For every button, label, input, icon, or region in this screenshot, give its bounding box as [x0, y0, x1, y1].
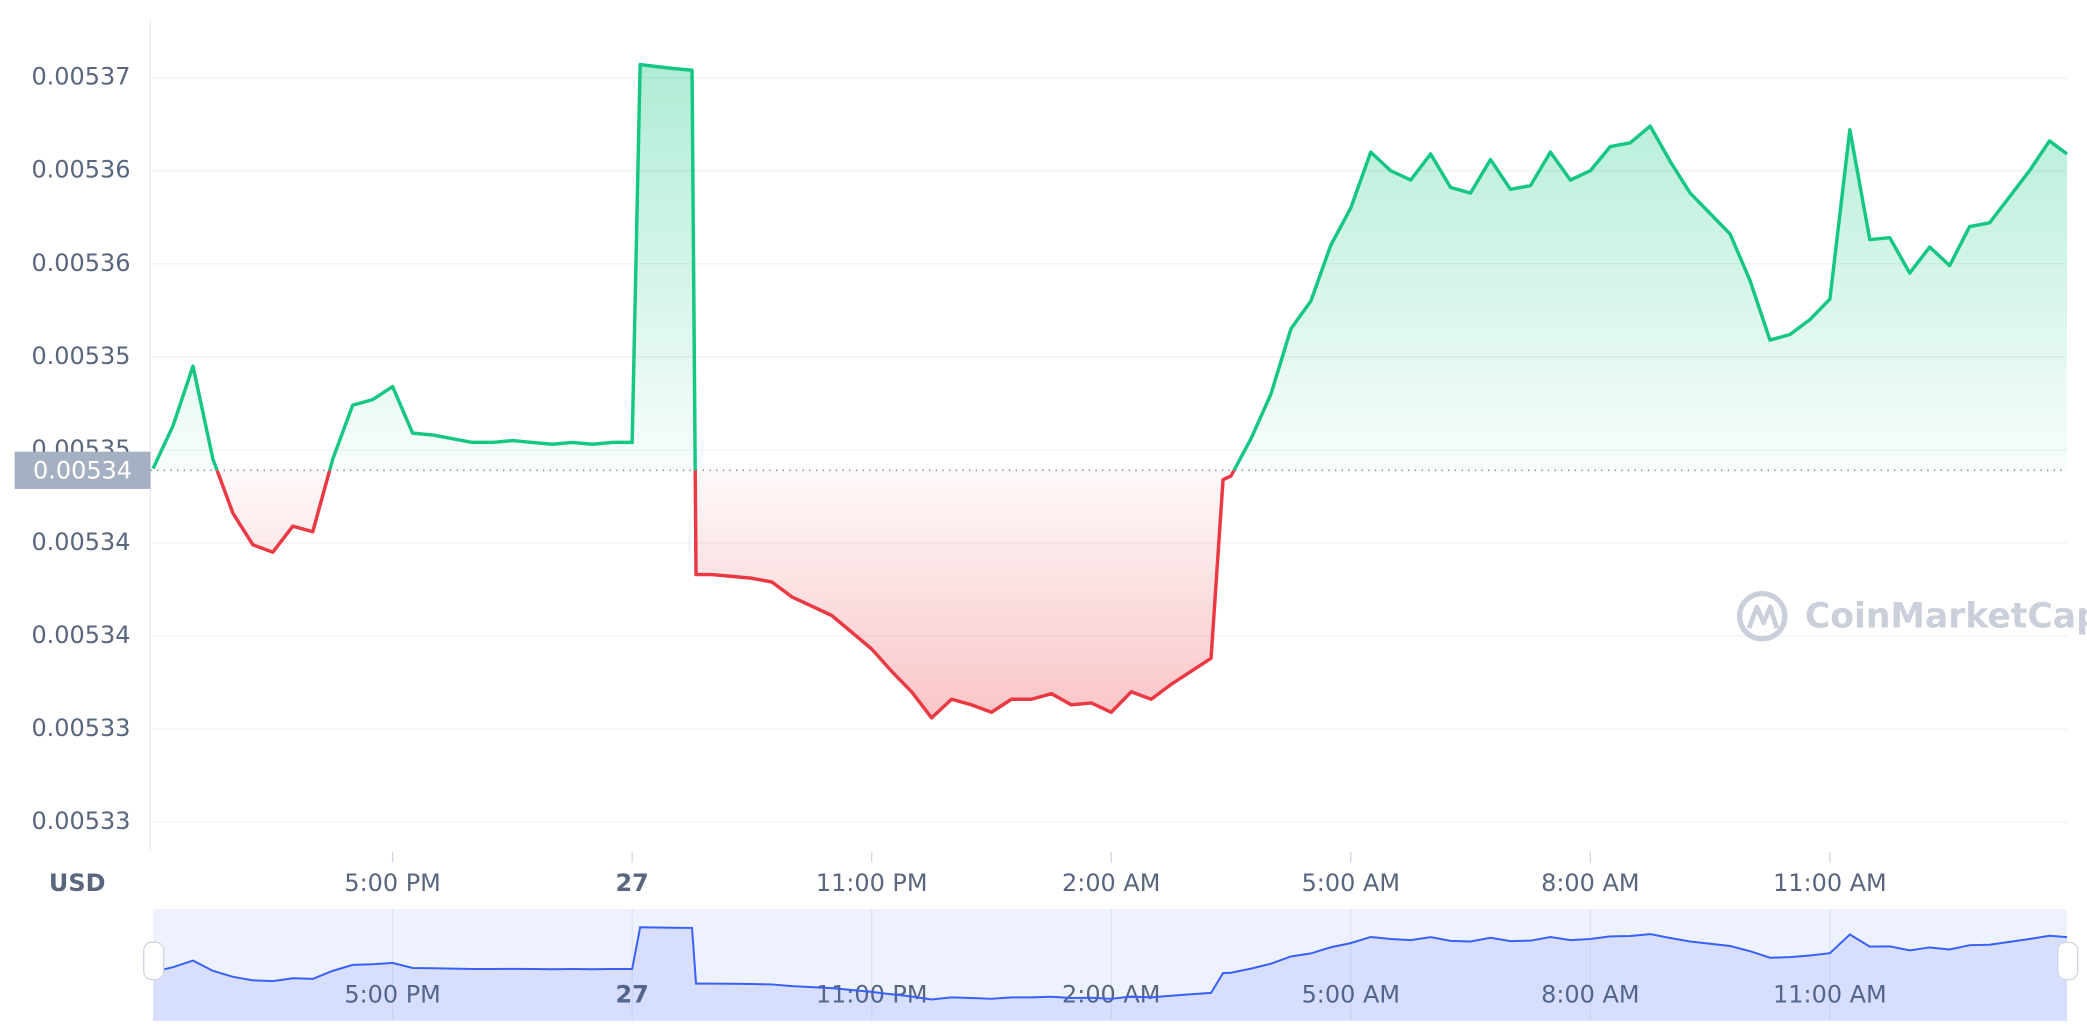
- x-tick-label: 11:00 AM: [1773, 869, 1887, 897]
- area-up: [153, 64, 2068, 471]
- x-tick-label: 5:00 PM: [344, 869, 440, 897]
- x-tick-label: 5:00 AM: [1302, 869, 1400, 897]
- navigator: 5:00 PM 27 11:00 PM 2:00 AM 5:00 AM 8:00 AM 11…: [152, 909, 2068, 1021]
- x-tick-label: 27: [615, 869, 648, 897]
- plot: 0.00534: [14, 62, 2069, 720]
- area-down: [153, 470, 2068, 718]
- x-tick-label: 2:00 AM: [1062, 869, 1160, 897]
- x-tick-label: 8:00 AM: [1541, 869, 1639, 897]
- navigator-tick-label: 2:00 AM: [1062, 981, 1160, 1009]
- price-line-up: [151, 62, 2069, 471]
- navigator-bg: [153, 909, 2068, 1021]
- x-tick-label: 11:00 PM: [816, 869, 928, 897]
- reference-label-bg: [14, 451, 151, 489]
- y-tick-label: 0.00533: [31, 807, 130, 835]
- watermark: CoinMarketCap: [1736, 590, 2087, 642]
- y-tick-label: 0.00534: [31, 621, 130, 649]
- navigator-line: [152, 926, 2068, 1001]
- y-tick-label: 0.00536: [31, 249, 130, 277]
- y-tick-label: 0.00533: [31, 714, 130, 742]
- navigator-tick-label: 11:00 PM: [816, 981, 928, 1009]
- navigator-tick-label: 8:00 AM: [1541, 981, 1639, 1009]
- navigator-area: [153, 927, 2068, 1021]
- y-tick-label: 0.00536: [31, 156, 130, 184]
- y-tick-label: 0.00537: [31, 63, 130, 91]
- navigator-tick-label: 27: [615, 981, 648, 1009]
- y-tick-label: 0.00535: [31, 342, 130, 370]
- watermark-text: CoinMarketCap: [1805, 597, 2087, 637]
- y-tick-label: 0.00534: [31, 528, 130, 556]
- navigator-tick-label: 5:00 AM: [1302, 981, 1400, 1009]
- price-line-down: [215, 470, 1236, 720]
- currency-label: USD: [49, 869, 106, 897]
- navigator-tick-label: 11:00 AM: [1773, 981, 1887, 1009]
- navigator-handle[interactable]: [143, 941, 165, 981]
- navigator-handle[interactable]: [2057, 941, 2079, 981]
- navigator-tick-label: 5:00 PM: [344, 981, 440, 1009]
- reference-label: 0.00534: [33, 457, 132, 485]
